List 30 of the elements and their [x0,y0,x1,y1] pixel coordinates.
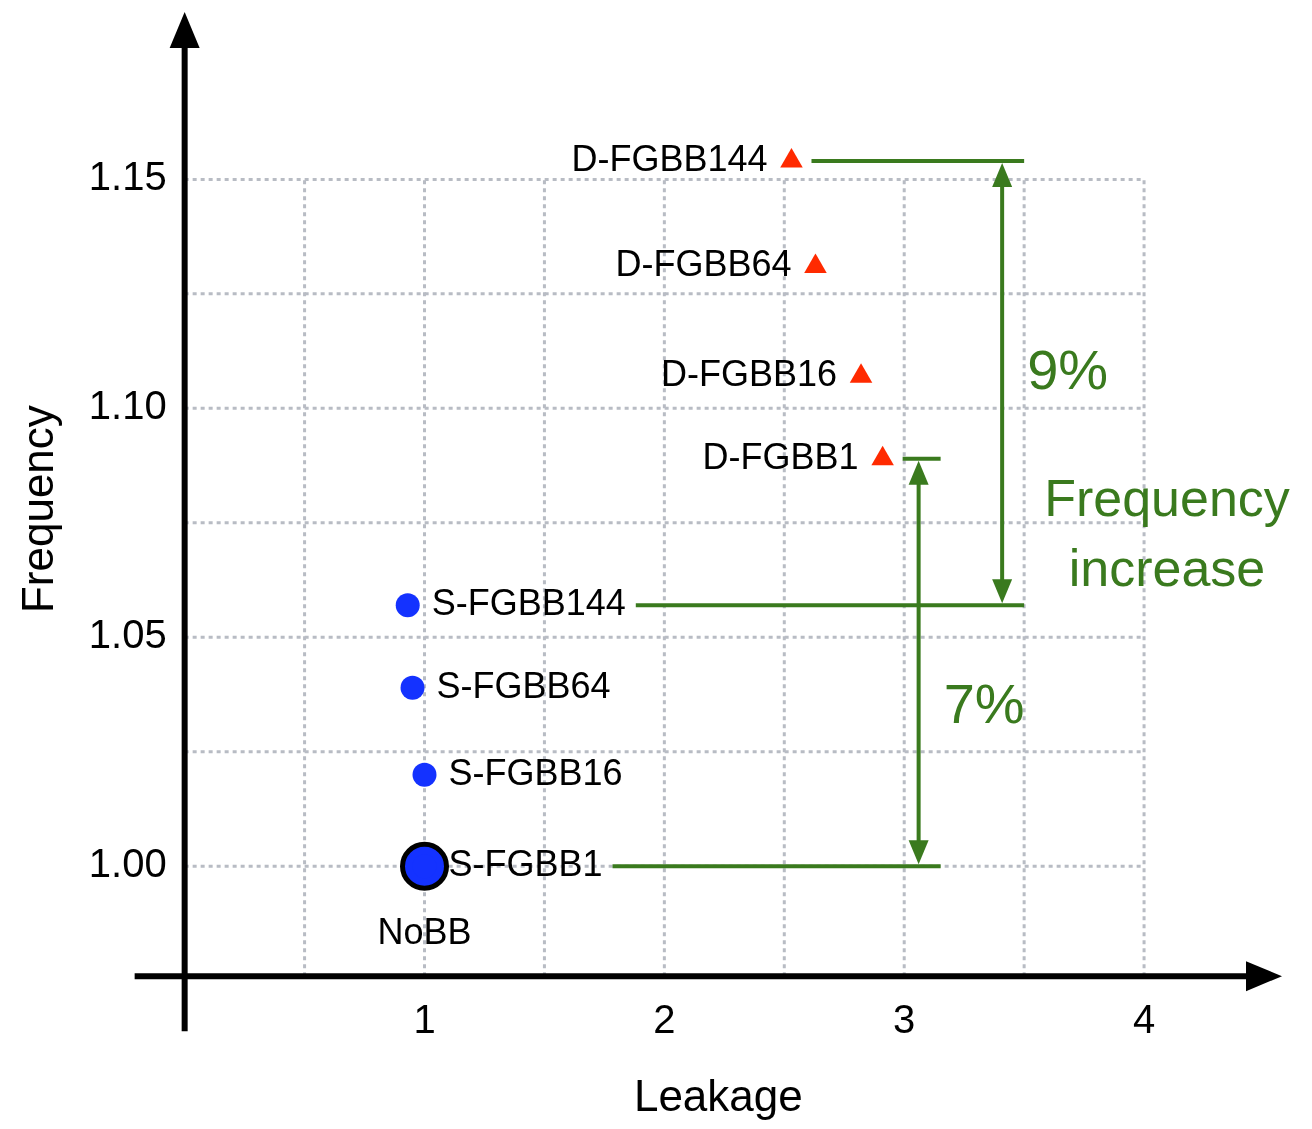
x-tick-label: 1 [413,997,436,1042]
series-label: D-FGBB64 [615,243,792,285]
x-tick-label: 4 [1132,997,1156,1042]
series-label: S-FGBB144 [431,582,626,624]
point [871,445,894,466]
annotation: Frequency increase [1044,469,1290,598]
annotation: 9% [1027,337,1109,401]
y-tick-label: 1.10 [88,383,167,428]
point [849,363,873,383]
series-label: D-FGBB16 [660,353,838,395]
y-axis-title: Frequency [12,405,62,614]
y-tick-label: 1.00 [88,841,167,886]
series-label: S-FGBB1 [448,843,603,885]
series-label: D-FGBB1 [702,435,859,477]
series-label: S-FGBB16 [448,751,623,793]
point [395,593,420,618]
series-label: D-FGBB144 [571,137,768,179]
annotation: 7% [943,671,1025,735]
point [412,762,437,787]
annotation: NoBB [377,911,472,953]
x-tick-label: 3 [893,997,916,1042]
y-tick-label: 1.15 [88,154,167,199]
point [780,148,803,168]
y-tick-label: 1.05 [88,612,167,657]
point [804,253,827,273]
x-tick-label: 2 [653,997,676,1042]
point [400,675,425,700]
x-axis-title: Leakage [633,1070,803,1120]
series-label: S-FGBB64 [436,664,611,706]
point [400,841,450,891]
